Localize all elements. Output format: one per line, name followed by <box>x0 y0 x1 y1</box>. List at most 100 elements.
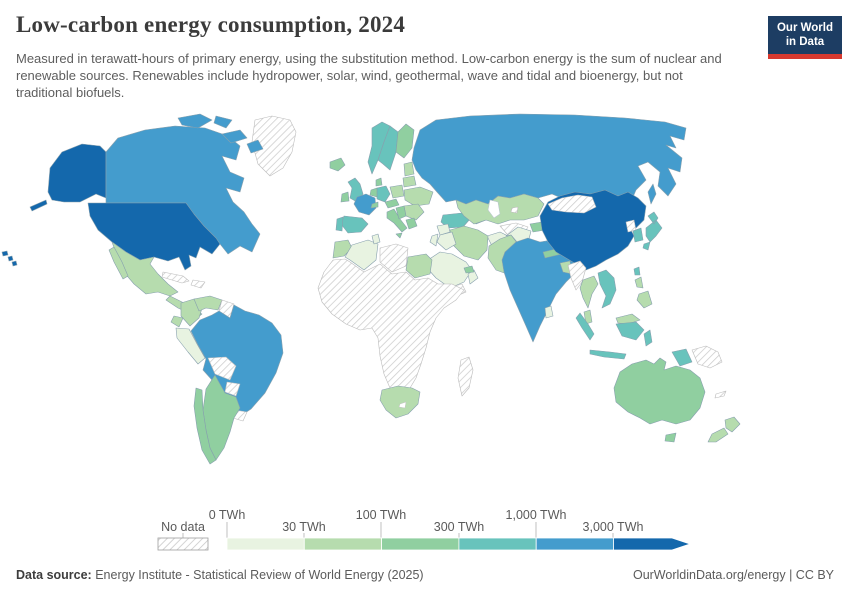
legend-swatch-3000-plus[interactable] <box>613 537 692 551</box>
country-australia[interactable] <box>613 357 706 425</box>
country-balkans[interactable] <box>395 205 407 220</box>
country-papua-new-guinea[interactable] <box>691 345 723 369</box>
country-south-africa[interactable] <box>379 385 421 419</box>
country-peru[interactable] <box>175 327 206 365</box>
country-switzerland[interactable] <box>370 201 379 209</box>
country-syria[interactable] <box>436 223 451 236</box>
country-belarus[interactable] <box>402 175 417 188</box>
world-map <box>0 112 850 484</box>
country-sri-lanka[interactable] <box>544 305 554 319</box>
country-italy[interactable] <box>386 208 408 239</box>
legend-no-data-swatch[interactable] <box>157 537 209 551</box>
country-paraguay[interactable] <box>224 381 241 397</box>
legend-tick-3000: 3,000 TWh <box>583 520 644 534</box>
country-australia-tasmania[interactable] <box>664 432 677 443</box>
country-jordan-israel[interactable] <box>429 233 439 247</box>
country-benelux[interactable] <box>369 187 378 198</box>
legend-tick-lines <box>182 522 614 538</box>
legend-tick-300: 300 TWh <box>434 520 485 534</box>
country-iceland[interactable] <box>329 157 346 172</box>
country-mongolia[interactable] <box>547 194 597 214</box>
region-sub-saharan-africa[interactable] <box>317 258 465 393</box>
data-source-value: Energy Institute - Statistical Review of… <box>91 568 424 582</box>
country-taiwan[interactable] <box>633 266 641 276</box>
legend-tick-100: 100 TWh <box>356 508 407 522</box>
country-sweden[interactable] <box>377 125 399 171</box>
country-venezuela[interactable] <box>193 295 223 312</box>
country-kazakhstan[interactable] <box>455 193 545 225</box>
country-portugal[interactable] <box>335 216 344 232</box>
legend-tick-30: 30 TWh <box>282 520 326 534</box>
country-poland[interactable] <box>389 184 405 199</box>
country-mexico[interactable] <box>111 241 179 297</box>
country-brazil[interactable] <box>190 304 284 418</box>
legend-color-bar <box>226 537 692 551</box>
country-canada-arctic-islands[interactable] <box>177 113 264 154</box>
license-label: CC BY <box>795 568 834 582</box>
country-ukraine[interactable] <box>403 186 434 207</box>
country-new-caledonia[interactable] <box>714 390 727 399</box>
legend-tick-1000: 1,000 TWh <box>506 508 567 522</box>
data-source: Data source: Energy Institute - Statisti… <box>16 568 424 582</box>
data-source-label: Data source: <box>16 568 92 582</box>
country-iraq[interactable] <box>436 231 457 251</box>
country-ecuador[interactable] <box>170 315 184 328</box>
country-usa-aleutians[interactable] <box>29 199 48 212</box>
country-usa-hawaii[interactable] <box>1 250 18 267</box>
country-greenland[interactable] <box>251 115 297 177</box>
country-baltics[interactable] <box>403 161 415 177</box>
country-romania-bulgaria[interactable] <box>403 203 425 221</box>
country-czech-austria[interactable] <box>384 198 400 209</box>
owid-logo[interactable]: Our World in Data <box>768 16 842 59</box>
legend-swatch-0-30[interactable] <box>226 537 305 551</box>
country-tunisia[interactable] <box>371 233 381 245</box>
caspian-sea <box>487 199 501 219</box>
country-malaysia[interactable] <box>583 309 641 325</box>
country-philippines[interactable] <box>634 276 653 309</box>
country-algeria[interactable] <box>344 239 379 271</box>
legend-swatch-1000-3000[interactable] <box>535 537 614 551</box>
chart-footer: Data source: Energy Institute - Statisti… <box>16 568 834 582</box>
owid-link[interactable]: OurWorldinData.org/energy <box>632 568 786 582</box>
country-mexico-baja[interactable] <box>108 246 129 280</box>
country-south-korea[interactable] <box>632 227 644 243</box>
country-finland[interactable] <box>395 123 415 159</box>
country-france[interactable] <box>353 193 377 216</box>
country-saudi-arabia[interactable] <box>426 251 473 289</box>
owid-logo-text: Our World in Data <box>768 16 842 54</box>
country-russia-sakhalin[interactable] <box>647 183 657 205</box>
chart-subtitle: Measured in terawatt-hours of primary en… <box>16 51 722 100</box>
country-bolivia[interactable] <box>207 356 237 381</box>
country-denmark[interactable] <box>375 177 383 187</box>
country-iran[interactable] <box>449 225 489 261</box>
legend-no-data-label: No data <box>161 520 205 534</box>
aral-area[interactable] <box>510 206 519 214</box>
country-vietnam-laos[interactable] <box>597 269 617 309</box>
country-japan[interactable] <box>642 211 663 251</box>
country-uae[interactable] <box>463 265 475 274</box>
legend-swatch-300-1000[interactable] <box>458 537 537 551</box>
country-usa-alaska[interactable] <box>47 143 107 203</box>
country-india[interactable] <box>501 237 579 343</box>
map-legend: 0 TWh 100 TWh 1,000 TWh No data 30 TWh 3… <box>0 500 850 556</box>
country-madagascar[interactable] <box>457 356 474 397</box>
page-title: Low-carbon energy consumption, 2024 <box>16 12 406 37</box>
country-chile[interactable] <box>193 387 217 465</box>
footer-links: OurWorldinData.org/energy | CC BY <box>632 568 834 582</box>
country-cuba[interactable] <box>161 271 190 284</box>
legend-tick-0: 0 TWh <box>209 508 246 522</box>
country-spain[interactable] <box>340 215 369 234</box>
owid-logo-accent-bar <box>768 54 842 59</box>
country-indonesia[interactable] <box>575 312 693 367</box>
country-libya[interactable] <box>379 243 409 273</box>
country-new-zealand[interactable] <box>707 416 741 443</box>
country-ireland[interactable] <box>340 191 350 203</box>
country-germany[interactable] <box>376 185 391 203</box>
country-greece[interactable] <box>405 217 418 230</box>
country-hispaniola[interactable] <box>190 279 206 289</box>
country-egypt[interactable] <box>405 253 433 279</box>
legend-swatch-100-300[interactable] <box>381 537 460 551</box>
legend-swatch-30-100[interactable] <box>303 537 382 551</box>
country-thailand[interactable] <box>579 275 599 309</box>
